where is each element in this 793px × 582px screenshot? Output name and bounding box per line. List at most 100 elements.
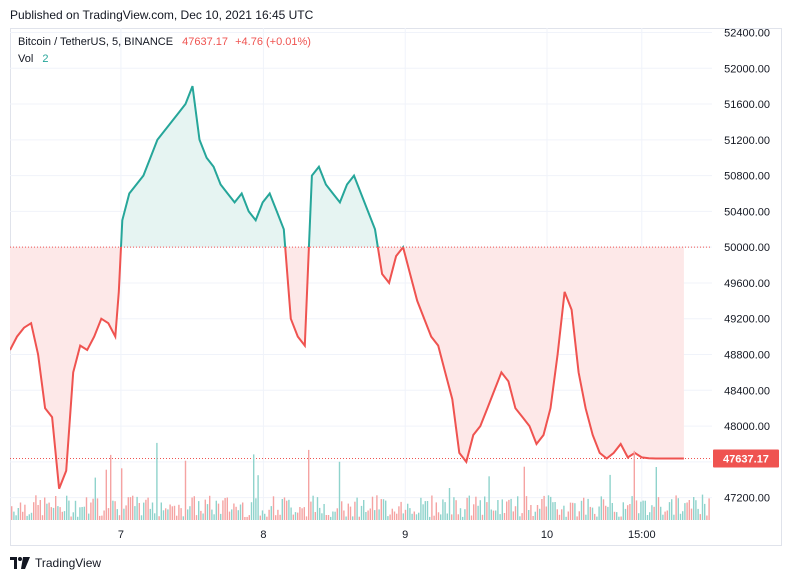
volume-bar bbox=[701, 494, 704, 520]
volume-bar bbox=[536, 505, 539, 520]
volume-bar bbox=[387, 516, 389, 520]
volume-bar bbox=[583, 497, 585, 520]
volume-label: Vol bbox=[18, 53, 34, 65]
volume-bar bbox=[94, 477, 96, 520]
volume-bar bbox=[596, 516, 598, 520]
volume-bar bbox=[228, 511, 231, 520]
volume-bar bbox=[422, 504, 424, 520]
volume-bar bbox=[453, 497, 455, 520]
volume-bar bbox=[420, 497, 422, 520]
volume-bar bbox=[506, 501, 508, 520]
volume-bar bbox=[631, 496, 633, 520]
volume-bar bbox=[266, 516, 268, 520]
volume-bar bbox=[585, 514, 587, 520]
volume-bar bbox=[517, 496, 519, 520]
volume-bar bbox=[644, 500, 646, 520]
volume-bar bbox=[620, 516, 622, 520]
volume-bar bbox=[202, 513, 204, 520]
volume-bar bbox=[704, 503, 706, 520]
volume-bar bbox=[609, 474, 611, 520]
volume-bar bbox=[391, 508, 393, 520]
volume-bar bbox=[547, 495, 550, 520]
volume-bar bbox=[616, 512, 618, 520]
volume-bar bbox=[607, 506, 609, 520]
volume-bar bbox=[653, 506, 655, 520]
volume-bar bbox=[46, 503, 48, 520]
volume-bar bbox=[173, 505, 176, 520]
volume-bar bbox=[470, 515, 473, 520]
volume-bar bbox=[668, 502, 671, 520]
price-line-up bbox=[119, 85, 405, 248]
volume-bar bbox=[690, 508, 693, 520]
volume-bar bbox=[17, 508, 19, 520]
volume-bar bbox=[347, 503, 349, 520]
volume-bar bbox=[455, 500, 457, 520]
volume-bar bbox=[283, 497, 286, 520]
volume-bar bbox=[684, 503, 686, 520]
volume-bar bbox=[508, 499, 510, 520]
volume-bar bbox=[231, 509, 233, 520]
volume-bar bbox=[239, 504, 242, 520]
volume-bar bbox=[294, 512, 297, 520]
volume-bar bbox=[182, 516, 184, 520]
volume-bar bbox=[473, 504, 475, 520]
volume-bar bbox=[83, 506, 85, 520]
volume-bar bbox=[198, 501, 200, 520]
last-price-box bbox=[713, 449, 779, 468]
volume-bar bbox=[360, 505, 363, 520]
volume-bar bbox=[39, 500, 41, 520]
volume-bar bbox=[437, 512, 440, 520]
price-change-label: +4.76 (+0.01%) bbox=[235, 36, 311, 48]
volume-bar bbox=[288, 499, 290, 520]
volume-bar bbox=[61, 511, 63, 520]
volume-bar bbox=[112, 500, 114, 520]
volume-bar bbox=[88, 513, 90, 520]
volume-row: Vol 2 bbox=[18, 51, 311, 68]
volume-bar bbox=[286, 500, 288, 520]
volume-bar bbox=[191, 497, 193, 520]
volume-bar bbox=[169, 504, 171, 520]
volume-bar bbox=[477, 505, 479, 520]
volume-bar bbox=[338, 461, 341, 520]
volume-bar bbox=[299, 507, 301, 520]
y-tick-label: 49200.00 bbox=[724, 314, 770, 326]
volume-bar bbox=[446, 513, 448, 520]
volume-bar bbox=[413, 511, 415, 520]
volume-bar bbox=[695, 500, 697, 520]
volume-bar bbox=[200, 510, 202, 520]
volume-bar bbox=[250, 502, 253, 520]
volume-bar bbox=[541, 499, 543, 520]
y-tick-label: 48800.00 bbox=[724, 350, 770, 362]
y-tick-label: 52400.00 bbox=[724, 27, 770, 39]
volume-bar bbox=[125, 505, 127, 520]
volume-bar bbox=[261, 510, 264, 520]
volume-bar bbox=[310, 501, 312, 520]
volume-bar bbox=[127, 497, 129, 520]
volume-bar bbox=[81, 507, 83, 520]
volume-bar bbox=[501, 499, 503, 520]
volume-bar bbox=[613, 511, 616, 520]
volume-bar bbox=[165, 508, 167, 520]
volume-bar bbox=[389, 514, 391, 520]
volume-bar bbox=[189, 506, 191, 520]
volume-bar bbox=[156, 442, 158, 520]
last-price-axis-label: 47637.17 bbox=[723, 454, 769, 466]
volume-bar bbox=[534, 511, 536, 520]
volume-bar bbox=[404, 509, 407, 520]
volume-bar bbox=[367, 510, 369, 520]
volume-bar bbox=[312, 495, 314, 520]
volume-bar bbox=[237, 510, 239, 520]
x-tick-label: 8 bbox=[260, 529, 266, 541]
volume-bar bbox=[569, 502, 572, 520]
volume-bar bbox=[264, 513, 266, 520]
volume-bar bbox=[259, 515, 261, 520]
volume-bar bbox=[301, 508, 303, 520]
volume-bar bbox=[275, 515, 277, 520]
volume-bar bbox=[101, 515, 103, 520]
volume-bar bbox=[224, 498, 226, 520]
volume-bar bbox=[572, 502, 574, 520]
volume-bar bbox=[226, 497, 228, 520]
volume-bar bbox=[171, 506, 173, 520]
volume-bar bbox=[503, 513, 506, 520]
